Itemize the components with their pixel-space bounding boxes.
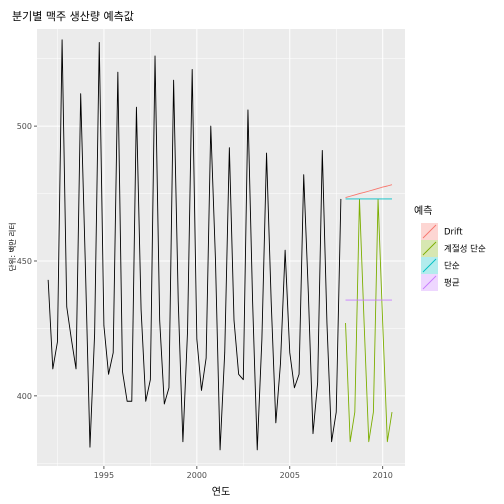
y-tick-label: 400 xyxy=(17,392,32,401)
legend-key-line-mean xyxy=(422,275,437,290)
legend-key-line-snaive xyxy=(422,241,437,256)
series-history-line xyxy=(47,39,342,451)
x-tick-label: 1995 xyxy=(94,471,114,480)
series-snaive-line xyxy=(345,198,393,443)
y-tick-label: 500 xyxy=(17,122,32,131)
y-axis-label: 단위: 백만 리터 xyxy=(7,223,17,272)
x-tick-label: 2005 xyxy=(280,471,300,480)
series-drift-line xyxy=(345,184,393,199)
legend-key-line-naive xyxy=(422,258,437,273)
legend-label-mean: 평균 xyxy=(444,278,460,289)
legend-key-line-drift xyxy=(422,224,437,239)
grid-minor xyxy=(37,29,405,466)
x-axis-label: 연도 xyxy=(212,486,230,498)
legend-label-snaive: 계절성 단순 xyxy=(444,244,486,255)
y-tick-label: 450 xyxy=(17,257,32,266)
x-axis: 1995 2000 2005 2010 xyxy=(94,466,393,480)
legend-title: 예측 xyxy=(414,205,432,217)
chart-title: 분기별 맥주 생산량 예측값 xyxy=(12,10,134,23)
series-layer xyxy=(47,39,393,451)
y-axis: 400 450 500 xyxy=(17,122,37,401)
x-tick-label: 2010 xyxy=(373,471,393,480)
legend-label-naive: 단순 xyxy=(444,261,460,272)
x-tick-label: 2000 xyxy=(187,471,207,480)
legend-label-drift: Drift xyxy=(444,228,463,238)
grid-major xyxy=(37,29,405,466)
